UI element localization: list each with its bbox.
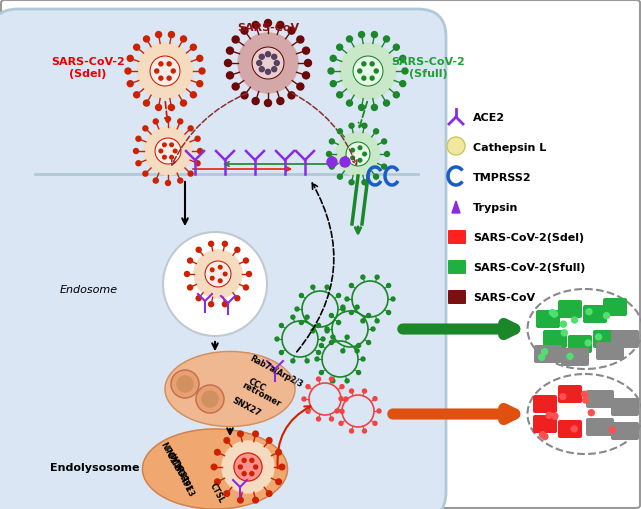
- FancyBboxPatch shape: [558, 420, 582, 438]
- FancyBboxPatch shape: [0, 10, 446, 509]
- Circle shape: [542, 434, 548, 440]
- FancyBboxPatch shape: [558, 385, 582, 403]
- Circle shape: [610, 427, 615, 433]
- Circle shape: [315, 357, 319, 361]
- Circle shape: [604, 313, 610, 319]
- Circle shape: [144, 37, 149, 43]
- Circle shape: [370, 77, 374, 81]
- Circle shape: [250, 459, 254, 462]
- Circle shape: [339, 397, 343, 401]
- Circle shape: [190, 45, 196, 51]
- Circle shape: [265, 20, 272, 27]
- Circle shape: [367, 341, 370, 345]
- Circle shape: [329, 341, 333, 345]
- Circle shape: [211, 464, 217, 470]
- Circle shape: [542, 349, 547, 355]
- Circle shape: [238, 34, 298, 94]
- Circle shape: [349, 389, 353, 393]
- Circle shape: [297, 84, 304, 91]
- Text: Endolysosome: Endolysosome: [50, 462, 140, 472]
- Circle shape: [358, 147, 362, 150]
- Circle shape: [552, 413, 558, 419]
- Ellipse shape: [165, 352, 295, 427]
- FancyBboxPatch shape: [603, 298, 627, 317]
- Circle shape: [447, 138, 465, 156]
- Circle shape: [346, 143, 370, 166]
- Circle shape: [341, 349, 345, 353]
- Text: SARS-CoV-2
(Sdel): SARS-CoV-2 (Sdel): [51, 57, 125, 79]
- Text: SARS-CoV: SARS-CoV: [473, 293, 535, 302]
- Circle shape: [170, 156, 173, 160]
- Circle shape: [374, 70, 378, 74]
- Circle shape: [345, 379, 349, 383]
- Circle shape: [361, 275, 365, 279]
- Circle shape: [181, 37, 187, 43]
- Circle shape: [387, 311, 390, 315]
- Circle shape: [311, 286, 315, 290]
- Circle shape: [549, 310, 556, 316]
- Circle shape: [272, 55, 277, 60]
- Circle shape: [163, 144, 166, 147]
- Circle shape: [291, 316, 295, 320]
- Circle shape: [219, 266, 222, 269]
- Circle shape: [241, 93, 248, 100]
- Circle shape: [362, 124, 367, 129]
- Circle shape: [385, 152, 390, 157]
- Circle shape: [199, 69, 205, 75]
- Circle shape: [277, 22, 284, 30]
- Circle shape: [339, 421, 343, 426]
- Circle shape: [210, 277, 214, 280]
- Circle shape: [137, 44, 193, 100]
- Text: retromer: retromer: [240, 380, 282, 408]
- Circle shape: [171, 370, 199, 398]
- Circle shape: [381, 139, 387, 145]
- Circle shape: [241, 28, 248, 35]
- Circle shape: [345, 297, 349, 301]
- FancyBboxPatch shape: [611, 398, 639, 416]
- Circle shape: [238, 431, 243, 437]
- Circle shape: [358, 70, 362, 74]
- Circle shape: [136, 161, 141, 166]
- Circle shape: [326, 152, 331, 157]
- Circle shape: [224, 438, 229, 443]
- Circle shape: [327, 158, 337, 167]
- Circle shape: [305, 316, 309, 320]
- Circle shape: [163, 233, 267, 336]
- Circle shape: [358, 159, 362, 163]
- Circle shape: [208, 242, 213, 247]
- Circle shape: [319, 344, 324, 348]
- Circle shape: [226, 48, 233, 55]
- Circle shape: [188, 286, 192, 290]
- Circle shape: [317, 351, 320, 355]
- Circle shape: [127, 81, 133, 88]
- Circle shape: [311, 329, 315, 333]
- Circle shape: [190, 93, 196, 99]
- Circle shape: [340, 410, 344, 413]
- Circle shape: [349, 429, 353, 433]
- Circle shape: [381, 165, 387, 169]
- Circle shape: [238, 465, 242, 469]
- Circle shape: [581, 391, 587, 398]
- Circle shape: [325, 327, 329, 331]
- Circle shape: [362, 77, 366, 81]
- Circle shape: [159, 150, 163, 154]
- Circle shape: [224, 61, 231, 67]
- Circle shape: [371, 105, 378, 111]
- Circle shape: [337, 321, 340, 325]
- Circle shape: [394, 93, 399, 99]
- Circle shape: [244, 286, 249, 290]
- FancyBboxPatch shape: [534, 345, 562, 363]
- Text: SNX27: SNX27: [230, 395, 262, 417]
- Circle shape: [223, 273, 227, 276]
- Circle shape: [394, 45, 399, 51]
- Circle shape: [276, 449, 281, 455]
- Circle shape: [375, 275, 379, 279]
- Circle shape: [373, 397, 377, 401]
- Circle shape: [337, 130, 342, 134]
- Circle shape: [567, 354, 573, 359]
- Text: Endosome: Endosome: [60, 285, 118, 294]
- Circle shape: [288, 28, 295, 35]
- Circle shape: [150, 57, 180, 87]
- Circle shape: [353, 57, 383, 87]
